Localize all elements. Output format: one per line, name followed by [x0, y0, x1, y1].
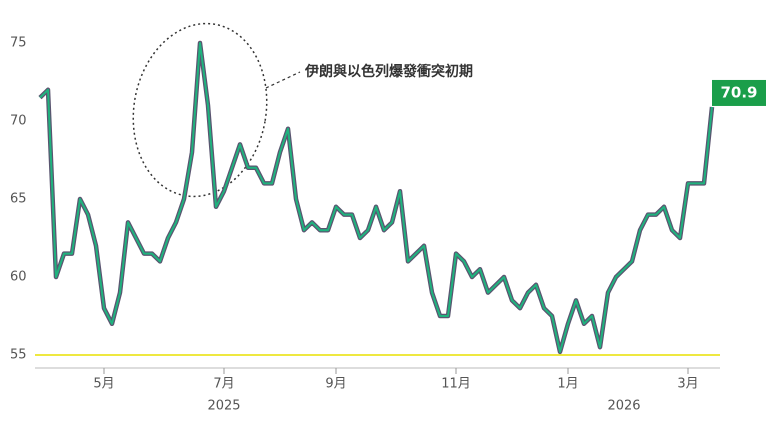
y-tick-label: 75	[10, 36, 27, 51]
y-tick-label: 60	[10, 270, 27, 285]
last-value-label: 70.9	[720, 83, 757, 101]
line	[39, 42, 713, 353]
y-tick-label: 65	[10, 192, 27, 207]
x-tick-label: 7月	[213, 377, 234, 392]
x-tick-label: 9月	[325, 377, 346, 392]
year-label: 2026	[607, 399, 640, 414]
annotation-leader	[265, 71, 301, 89]
x-tick-label: 5月	[93, 377, 114, 392]
year-label: 2025	[207, 399, 240, 414]
x-tick-label: 3月	[677, 377, 698, 392]
y-tick-label: 55	[10, 348, 27, 363]
annotation: 伊朗與以色列爆發衝突初期	[304, 63, 473, 80]
last-value-box	[712, 79, 766, 106]
y-tick-label: 70	[10, 114, 27, 129]
x-tick-label: 11月	[441, 377, 471, 392]
line-outline	[38, 40, 715, 355]
x-tick-label: 1月	[557, 377, 578, 392]
